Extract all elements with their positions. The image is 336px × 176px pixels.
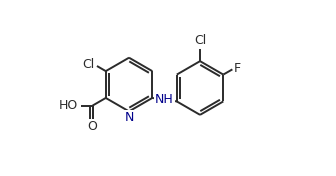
Text: O: O (88, 120, 97, 133)
Text: N: N (124, 111, 134, 124)
Text: HO: HO (59, 99, 78, 112)
Text: Cl: Cl (82, 58, 94, 71)
Text: NH: NH (155, 93, 174, 106)
Text: Cl: Cl (194, 34, 206, 47)
Text: F: F (234, 62, 241, 75)
